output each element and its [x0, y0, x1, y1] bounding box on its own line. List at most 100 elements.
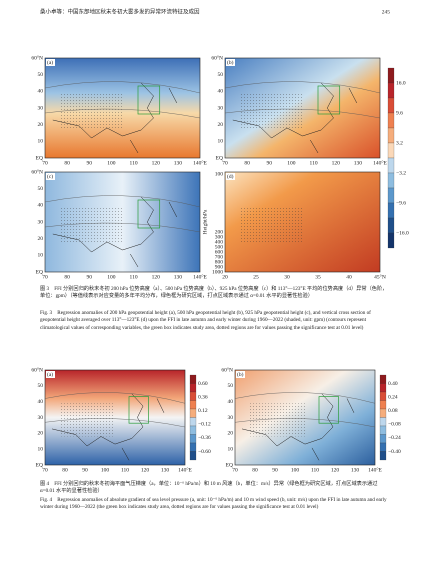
x-tick-label: 20 — [222, 274, 228, 280]
lon-tick-label: 110 — [130, 160, 138, 166]
colorbar-segment — [189, 374, 197, 384]
colorbar-segment — [387, 232, 395, 249]
lat-tick-label: EQ — [226, 462, 233, 468]
study-box — [128, 396, 149, 424]
colorbar-segment — [379, 408, 387, 418]
lon-tick-label: 110 — [130, 274, 138, 280]
colorbar-label: −0.40 — [388, 449, 401, 455]
lon-tick-label: 70 — [42, 467, 48, 473]
contour — [234, 392, 376, 428]
coastline — [232, 82, 358, 154]
lat-tick-label: 40 — [38, 203, 44, 209]
colorbar-segment — [379, 451, 387, 461]
lat-tick-label: EQ — [36, 462, 43, 468]
lon-tick-label: 120 — [141, 467, 150, 473]
colorbar-label: −0.36 — [198, 435, 211, 441]
lat-tick-label: 60°N — [31, 54, 43, 61]
caption-cn: 图 4 FFI 分别回归的秋末冬初海平面气压梯度（a，单位：10⁻⁶ hPa/m… — [40, 481, 378, 495]
lon-tick-label: 130 — [174, 274, 183, 280]
panel-label: (b) — [227, 59, 234, 66]
study-box — [137, 199, 161, 229]
lat-tick-label: 40 — [38, 399, 44, 405]
colorbar-segment — [387, 202, 395, 219]
colorbar-segment — [189, 383, 197, 393]
caption-cn: 图 3 FFI 分别回归的秋末冬初 200 hPa 位势高度（a）、500 hP… — [40, 286, 388, 300]
colorbar-segment — [189, 417, 197, 427]
y-axis-title: Height/hPa — [202, 209, 208, 234]
colorbar-segment — [387, 67, 395, 84]
contour — [44, 81, 201, 119]
lon-tick-label: 90 — [82, 467, 88, 473]
caption-en: Fig. 4 Regression anomalies of absolute … — [40, 497, 387, 511]
lon-tick-label: 100 — [101, 467, 110, 473]
lat-tick-label: 10 — [38, 139, 44, 145]
y-tick-label: 700 — [215, 254, 224, 260]
lat-tick-label: 30 — [38, 415, 44, 421]
colorbar-segment — [379, 442, 387, 452]
panel-label-bg — [46, 59, 55, 66]
panel-label: (a) — [47, 371, 53, 378]
colorbar-label: −3.2 — [396, 170, 406, 176]
lon-tick-label: 100 — [107, 160, 116, 166]
colorbar-label: −0.12 — [198, 422, 211, 428]
y-tick-label: 300 — [215, 234, 224, 240]
x-tick-label: 40 — [346, 274, 352, 280]
lon-tick-label: 120 — [152, 160, 161, 166]
lat-tick-label: 50 — [38, 72, 44, 78]
lat-tick-label: 50 — [218, 72, 224, 78]
lon-tick-label: 120 — [331, 467, 340, 473]
colorbar-label: −0.08 — [388, 422, 401, 428]
lat-tick-label: 20 — [218, 122, 224, 128]
lat-tick-label: 20 — [38, 122, 44, 128]
lat-tick-label: 20 — [38, 236, 44, 242]
lat-tick-label: 60°N — [211, 54, 223, 61]
lon-tick-label: 70 — [42, 160, 48, 166]
lon-tick-label: 110 — [310, 160, 318, 166]
colorbar-label: −0.60 — [198, 449, 211, 455]
colorbar-segment — [379, 400, 387, 410]
lon-tick-label: 140°E — [178, 466, 192, 473]
lon-tick-label: 70 — [42, 274, 48, 280]
lon-tick-label: 110 — [311, 467, 319, 473]
lat-tick-label: 50 — [228, 383, 234, 389]
x-tick-label: 25 — [253, 274, 259, 280]
lon-tick-label: 100 — [291, 467, 300, 473]
colorbar-segment — [387, 82, 395, 99]
lon-tick-label: 80 — [64, 274, 70, 280]
coastline — [52, 82, 178, 154]
colorbar-label: −16.0 — [396, 230, 409, 236]
lon-tick-label: 140°E — [373, 159, 387, 166]
colorbar-segment — [189, 451, 197, 461]
lat-tick-label: EQ — [36, 155, 43, 161]
panel-label: (d) — [227, 173, 234, 180]
lat-tick-label: EQ — [216, 155, 223, 161]
lon-tick-label: 70 — [222, 160, 228, 166]
x-tick-label: 30 — [284, 274, 290, 280]
lon-tick-label: 120 — [152, 274, 161, 280]
lat-tick-label: 30 — [218, 105, 224, 111]
colorbar-segment — [387, 187, 395, 204]
lat-tick-label: 30 — [38, 219, 44, 225]
lon-tick-label: 100 — [107, 274, 116, 280]
contour — [44, 392, 186, 428]
lon-tick-label: 140°E — [368, 466, 382, 473]
panel-label-bg — [46, 173, 55, 180]
caption-en: Fig. 3 Regression anomalies of 200 hPa g… — [40, 310, 371, 331]
lat-tick-label: 60°N — [221, 366, 233, 373]
y-tick-label: 400 — [215, 239, 224, 245]
colorbar-label: 9.6 — [396, 110, 403, 116]
y-tick-label: 800 — [215, 259, 224, 265]
lat-tick-label: 60°N — [31, 168, 43, 175]
study-box — [317, 85, 341, 115]
lon-tick-label: 90 — [87, 160, 93, 166]
significance-dots — [240, 207, 303, 242]
panel-label-bg — [236, 371, 245, 378]
coastline — [51, 393, 165, 461]
colorbar-segment — [189, 400, 197, 410]
study-box — [137, 85, 161, 115]
colorbar-label: 0.60 — [198, 381, 208, 387]
lat-tick-label: 20 — [228, 431, 234, 437]
panel-label: (c) — [47, 173, 53, 180]
lon-tick-label: 130 — [351, 467, 360, 473]
